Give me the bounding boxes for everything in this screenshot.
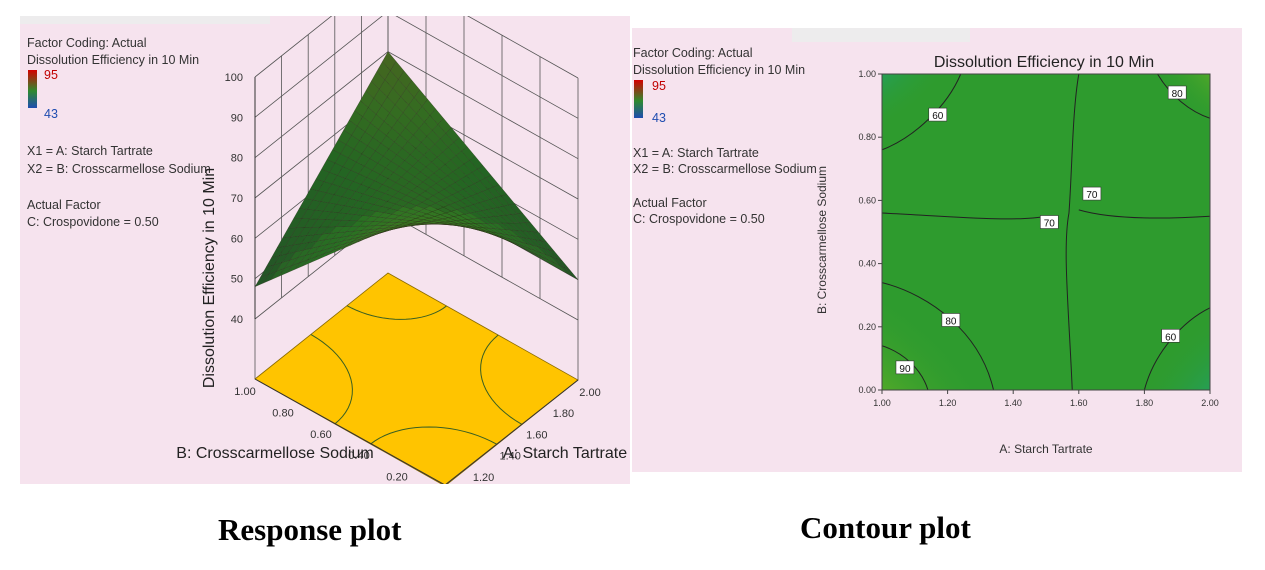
actual-factor-heading: Actual Factor <box>633 196 707 210</box>
x-tick-label: 1.40 <box>499 451 520 463</box>
contour-line-70 <box>882 212 1047 220</box>
x1-definition: X1 = A: Starch Tartrate <box>27 144 153 158</box>
y-tick-label: 0.00 <box>858 385 876 395</box>
response-title: Dissolution Efficiency in 10 Min <box>633 63 806 77</box>
y-tick-label: 0.40 <box>348 450 369 462</box>
y-tick-label: 1.00 <box>858 69 876 79</box>
x-tick-label: 1.80 <box>553 408 574 420</box>
wall-gridline <box>254 16 579 119</box>
tape-strip <box>20 16 270 24</box>
actual-factor-heading: Actual Factor <box>27 198 101 212</box>
contour-line-70 <box>1065 74 1080 390</box>
response-plot-caption: Response plot <box>218 512 402 547</box>
response-title: Dissolution Efficiency in 10 Min <box>27 53 200 67</box>
x-tick-label: 1.60 <box>526 429 547 441</box>
legend-high-value: 95 <box>652 79 666 93</box>
y-tick-label: 1.00 <box>234 386 255 398</box>
contour-label: 70 <box>1044 219 1056 230</box>
legend-low-value: 43 <box>44 107 58 121</box>
contour-label-box <box>928 107 948 122</box>
surface-axes: 40 50 60 70 80 90 100 1.00 1.20 1.40 1.60 1.80 2.00 0… <box>176 72 627 484</box>
x-axis-line <box>445 379 579 484</box>
x-axis-title: A: Starch Tartrate <box>999 442 1092 456</box>
floor-contour <box>310 334 353 425</box>
contour-label: 70 <box>1086 190 1098 201</box>
contour-label: 90 <box>899 364 911 375</box>
response-surface-chart: 40 50 60 70 80 90 100 1.00 1.20 1.40 1.60 1.80 2.00 0… <box>176 16 627 484</box>
y-tick-label: 0.20 <box>386 472 407 484</box>
x-tick-label: 1.60 <box>1070 398 1088 408</box>
color-legend-bar <box>28 70 37 108</box>
contour-label: 60 <box>932 111 944 122</box>
x-axis-title: A: Starch Tartrate <box>503 445 627 462</box>
x-tick-label: 2.00 <box>1201 398 1219 408</box>
surface-mesh <box>254 51 579 287</box>
wall-gridline <box>254 16 579 79</box>
legend-low-value: 43 <box>652 111 666 125</box>
contour-label: 80 <box>1172 89 1184 100</box>
contour-label-box <box>941 313 961 327</box>
contour-label-box <box>1039 215 1059 229</box>
z-tick-label: 80 <box>231 153 243 165</box>
x2-definition: X2 = B: Crosscarmellose Sodium <box>633 162 817 176</box>
x-tick-label: 1.40 <box>1004 398 1022 408</box>
contour-label: 80 <box>945 316 957 327</box>
contour-label-box <box>1167 85 1187 100</box>
contour-line-80 <box>1157 74 1210 119</box>
color-legend-bar <box>634 80 643 118</box>
x-tick-label: 1.00 <box>873 398 891 408</box>
z-tick-label: 70 <box>231 193 243 205</box>
contour-label-box <box>895 360 915 375</box>
contour-fill <box>882 74 1210 390</box>
y-tick-label: 0.20 <box>858 322 876 332</box>
x1-definition: X1 = A: Starch Tartrate <box>633 146 759 160</box>
contour-axes: 1.00 1.20 1.40 1.60 1.80 2.00 0.00 0.20 0.40 0.60… <box>815 69 1219 456</box>
tape-strip <box>792 28 970 42</box>
y-tick-label: 0.40 <box>858 259 876 269</box>
x2-definition: X2 = B: Crosscarmellose Sodium <box>27 162 211 176</box>
actual-factor-value: C: Crospovidone = 0.50 <box>633 212 765 226</box>
z-tick-label: 50 <box>231 274 243 286</box>
contour-chart: Dissolution Efficiency in 10 Min 90 80 70 7… <box>815 54 1219 456</box>
x-tick-label: 1.20 <box>939 398 957 408</box>
y-tick-label: 0.60 <box>858 195 876 205</box>
z-tick-label: 60 <box>231 233 243 245</box>
actual-factor-value: C: Crospovidone = 0.50 <box>27 215 159 229</box>
floor-contour <box>346 305 447 320</box>
y-tick-label: 0.80 <box>272 407 293 419</box>
y-axis-title: B: Crosscarmellose Sodium <box>815 166 829 314</box>
floor-contour <box>480 334 523 425</box>
factor-coding-label: Factor Coding: Actual <box>633 46 753 60</box>
x-tick-label: 1.20 <box>473 472 494 484</box>
y-tick-label: 0.60 <box>310 429 331 441</box>
y-axis-line <box>254 378 445 484</box>
x-tick-label: 2.00 <box>579 387 600 399</box>
y-tick-label: 0.80 <box>858 132 876 142</box>
contour-label-box <box>1161 328 1180 343</box>
z-tick-label: 90 <box>231 112 243 124</box>
contour-labels: 90 80 70 70 60 60 80 <box>895 85 1187 375</box>
response-plot-panel: Factor Coding: Actual Dissolution Effici… <box>20 16 630 484</box>
x-tick-label: 1.80 <box>1136 398 1154 408</box>
contour-plot-caption: Contour plot <box>800 510 971 545</box>
contour-label: 60 <box>1165 332 1177 343</box>
contour-title: Dissolution Efficiency in 10 Min <box>934 54 1154 71</box>
contour-plot-panel: Factor Coding: Actual Dissolution Effici… <box>632 28 1242 472</box>
y-axis-title: B: Crosscarmellose Sodium <box>176 445 373 462</box>
z-tick-label: 100 <box>225 72 243 84</box>
surface-facet <box>382 51 397 71</box>
contour-label-box <box>1082 186 1102 201</box>
floor-contour <box>370 426 498 445</box>
z-axis-title: Dissolution Efficiency in 10 Min <box>201 168 218 388</box>
contour-line-70 <box>1078 209 1210 219</box>
factor-coding-label: Factor Coding: Actual <box>27 36 147 50</box>
legend-high-value: 95 <box>44 68 58 82</box>
plot-frame <box>881 73 1211 391</box>
z-tick-label: 40 <box>231 314 243 326</box>
